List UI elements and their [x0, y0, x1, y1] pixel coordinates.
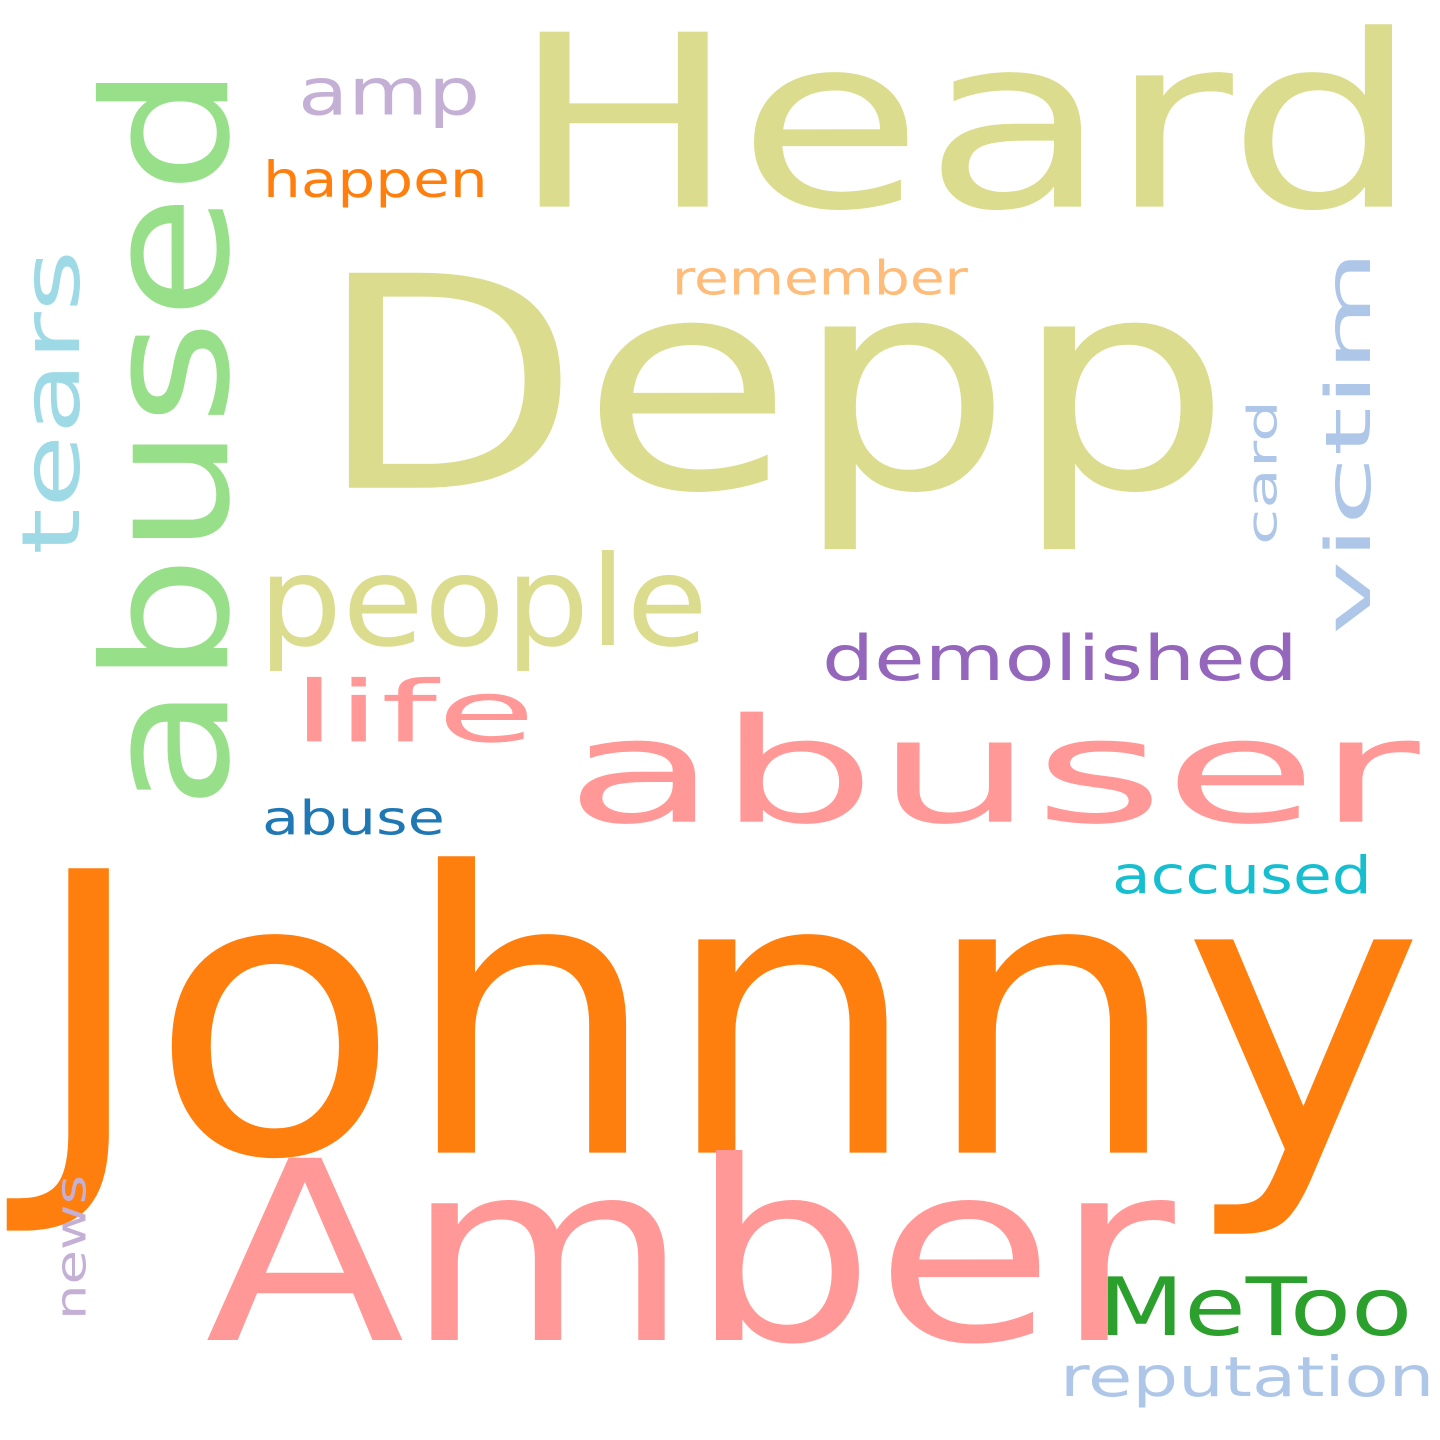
word-demolished: demolished	[822, 622, 1298, 695]
word-amp: amp	[298, 54, 481, 131]
word-victim: victim	[1312, 249, 1385, 635]
word-happen: happen	[263, 150, 488, 209]
word-abuse: abuse	[262, 790, 445, 846]
word-life: life	[292, 662, 536, 762]
word-heard: Heard	[510, 0, 1420, 265]
word-accused: accused	[1112, 845, 1372, 907]
word-abused: abused	[66, 64, 269, 810]
word-reputation: reputation	[1060, 1345, 1435, 1410]
word-news: news	[46, 1175, 96, 1320]
word-amber: Amber	[205, 1107, 1175, 1400]
word-metoo: MeToo	[1098, 1260, 1413, 1355]
word-remember: remember	[672, 250, 968, 306]
word-people: people	[258, 528, 708, 675]
word-tears: tears	[4, 249, 99, 555]
word-card: card	[1238, 399, 1287, 545]
word-depp: Depp	[315, 213, 1232, 559]
word-johnny: Johnny	[28, 789, 1425, 1247]
word-abuser: abuser	[565, 686, 1420, 857]
